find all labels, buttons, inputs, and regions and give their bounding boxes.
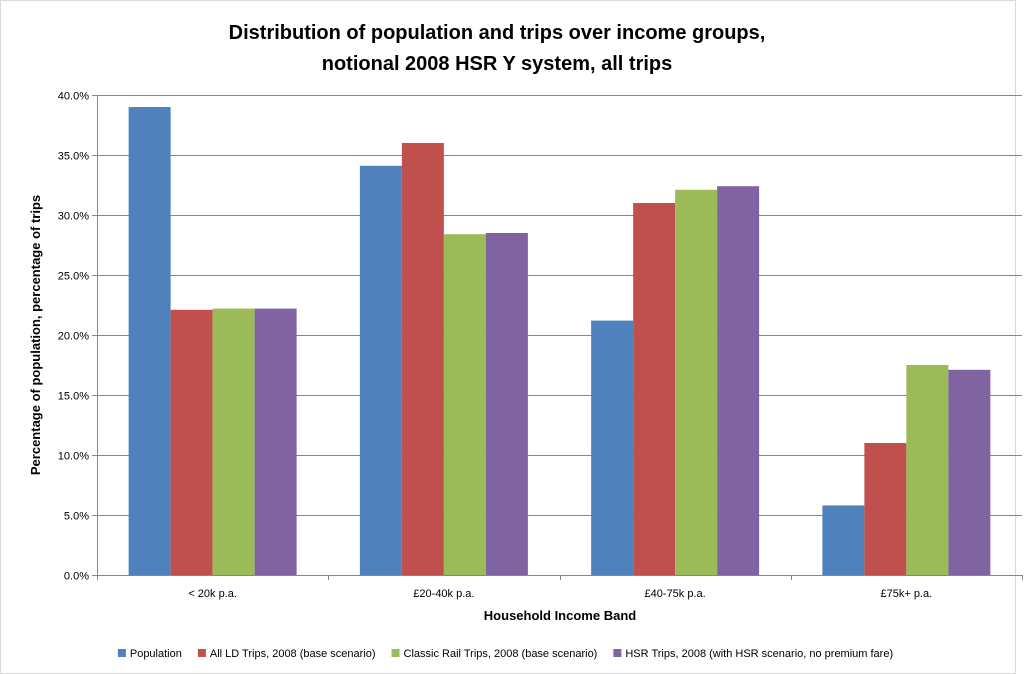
legend-item-1: Population	[117, 648, 182, 660]
y-tick-label: 30.0%	[58, 211, 89, 223]
x-tick-label: £75k+ p.a.	[881, 588, 933, 600]
y-tick-label: 0.0%	[64, 571, 89, 583]
bar-series-2-category-4	[864, 443, 907, 575]
bar-series-3-category-1	[212, 308, 255, 575]
legend-swatch	[117, 649, 126, 657]
bar-series-4-category-1	[254, 308, 297, 575]
legend-swatch	[197, 649, 206, 657]
bar-series-3-category-2	[443, 234, 486, 575]
chart-title-line-2: notional 2008 HSR Y system, all trips	[322, 53, 673, 75]
bars	[128, 107, 991, 576]
y-tick-label: 5.0%	[64, 511, 89, 523]
y-tick-label: 25.0%	[58, 271, 89, 283]
bar-series-3-category-3	[675, 189, 718, 576]
legend-swatch	[391, 649, 400, 657]
legend-label: Population	[130, 648, 182, 660]
y-tick-labels: 0.0% 5.0% 10.0% 15.0% 20.0% 25.0% 30.0% 35.0% 40…	[58, 91, 89, 583]
x-tick-label: £20-40k p.a.	[413, 588, 474, 600]
legend-label: Classic Rail Trips, 2008 (base scenario)	[404, 648, 598, 660]
x-axis-title: Household Income Band	[484, 608, 636, 623]
y-tick-label: 40.0%	[58, 91, 89, 103]
bar-series-1-category-3	[591, 320, 634, 575]
x-tick-labels: < 20k p.a. £20-40k p.a. £40-75k p.a. £75k+ …	[188, 588, 932, 600]
y-tick-label: 10.0%	[58, 451, 89, 463]
chart-title-line-1: Distribution of population and trips ove…	[229, 22, 766, 44]
bar-series-3-category-4	[906, 365, 949, 575]
x-tick-label: £40-75k p.a.	[645, 588, 706, 600]
legend-item-4: HSR Trips, 2008 (with HSR scenario, no p…	[613, 648, 893, 660]
y-tick-label: 20.0%	[58, 331, 89, 343]
legend-item-2: All LD Trips, 2008 (base scenario)	[197, 648, 376, 660]
x-tick-label: < 20k p.a.	[188, 588, 237, 600]
bar-series-1-category-4	[822, 505, 865, 575]
bar-series-1-category-2	[359, 165, 402, 576]
legend-label: HSR Trips, 2008 (with HSR scenario, no p…	[625, 648, 893, 660]
bar-series-4-category-2	[485, 233, 528, 575]
bar-series-2-category-3	[633, 203, 676, 575]
y-axis-title: Percentage of population, percentage of …	[28, 195, 43, 475]
axes	[97, 95, 1023, 580]
bar-series-4-category-4	[948, 369, 991, 575]
legend-item-3: Classic Rail Trips, 2008 (base scenario)	[391, 648, 598, 660]
bar-series-1-category-1	[128, 107, 171, 575]
y-tick-label: 35.0%	[58, 151, 89, 163]
y-tick-label: 15.0%	[58, 391, 89, 403]
bar-series-2-category-2	[401, 143, 444, 575]
legend: Population All LD Trips, 2008 (base scena…	[117, 648, 893, 660]
legend-swatch	[613, 649, 622, 657]
bar-series-2-category-1	[170, 309, 213, 575]
bar-series-4-category-3	[717, 186, 760, 575]
legend-label: All LD Trips, 2008 (base scenario)	[210, 648, 376, 660]
